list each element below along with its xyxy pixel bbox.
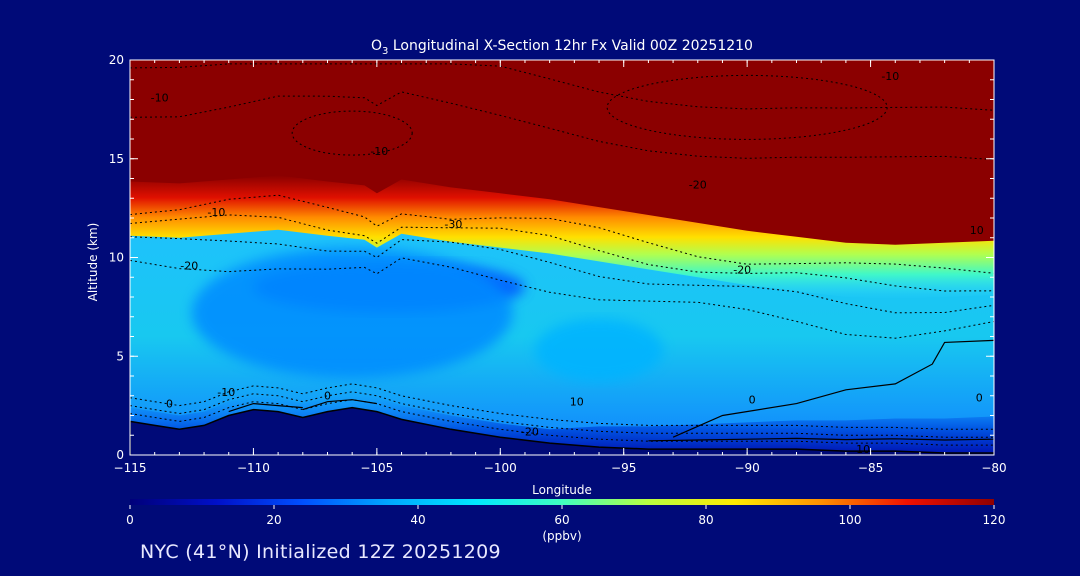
x-tick-label: −90 [734,461,759,475]
x-tick-label: −80 [981,461,1006,475]
x-axis: −115 −110 −105 −100 −95 −90 −85 −80 [114,60,1007,475]
contour-line-solid [672,339,994,438]
stratosphere-fill [130,60,994,248]
y-tick-label: 0 [116,448,124,462]
colorbar-tick-label: 80 [698,513,713,527]
contour-line [130,91,994,161]
contour-label: -30 [444,218,462,231]
contour-label: 10 [570,396,584,409]
colorbar-unit: (ppbv) [542,529,581,543]
plot-area: -10 -10 -10 -30 -20 -20 -10 10 -20 -10 0 0 10 -20 0 0 10 [130,60,994,456]
contour-line-solid [302,399,377,411]
contour-line-solid [228,402,303,413]
contour-lines [130,63,994,446]
contour-line [130,236,994,314]
low-ozone-patch [191,247,513,378]
y-tick-label: 10 [109,251,124,265]
colorbar-tick-label: 100 [839,513,862,527]
contour-label: -20 [733,263,751,276]
contour-line-solid [648,437,994,442]
chart-title: O3 Longitudinal X-Section 12hr Fx Valid … [371,38,753,57]
colorbar-ticks: 0 20 40 60 80 100 120 [126,505,1005,527]
colorbar [130,499,994,505]
low-ozone-patch [534,318,664,382]
contour-line [130,194,994,274]
contour-label: -10 [370,145,388,158]
tropopause-gradient [130,175,994,299]
y-tick-label: 5 [116,349,124,363]
terrain [130,406,994,455]
contour-label: -10 [207,206,225,219]
contour-label: -10 [151,91,169,104]
y-tick-label: 15 [109,152,124,166]
contour-label: 0 [166,398,173,411]
colorbar-tick-label: 0 [126,513,134,527]
x-tick-label: −105 [360,461,393,475]
colorbar-tick-label: 60 [554,513,569,527]
contour-label: -20 [521,425,539,438]
x-tick-label: −85 [858,461,883,475]
x-tick-label: −95 [611,461,636,475]
contour-label: 10 [970,224,984,237]
contour-label: -10 [217,386,235,399]
contour-label: -20 [180,259,198,272]
x-tick-label: −110 [237,461,270,475]
x-tick-label: −100 [484,461,517,475]
y-tick-label: 20 [109,53,124,67]
contour-line [130,63,994,111]
contour-label: 0 [976,392,983,405]
contour-label: 0 [749,394,756,407]
y-axis: 0 5 10 15 20 [109,53,994,462]
contour-label: -10 [881,70,899,83]
contour-label: 0 [324,390,331,403]
contour-loop [606,74,888,140]
low-ozone-patches [191,247,664,382]
colorbar-tick-label: 120 [983,513,1006,527]
contour-label: -20 [689,178,707,191]
contour-line [130,257,994,339]
colorbar-tick-label: 40 [410,513,425,527]
contour-label: 10 [856,443,870,456]
init-info-footer: NYC (41°N) Initialized 12Z 20251209 [140,541,501,563]
contour-labels: -10 -10 -10 -30 -20 -20 -10 10 -20 -10 0 0 10 -20 0 0 10 [151,70,984,456]
colorbar-tick-label: 20 [266,513,281,527]
contour-loop [291,110,413,156]
x-tick-label: −115 [114,461,147,475]
x-axis-label: Longitude [532,483,592,497]
y-axis-label: Altitude (km) [86,223,100,302]
